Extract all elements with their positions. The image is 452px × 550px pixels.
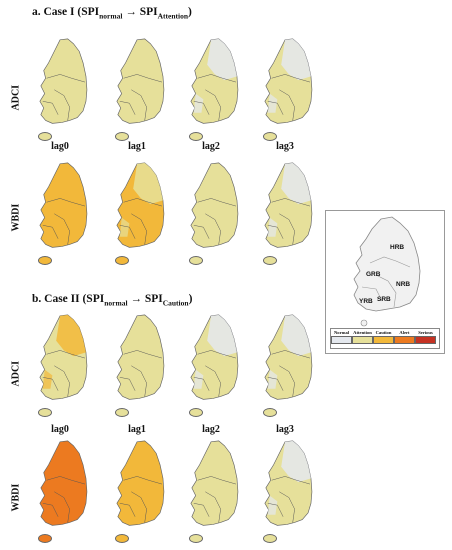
case1-wbdi-jeju-lag0 xyxy=(38,256,52,265)
case1-wbdi-map-lag2 xyxy=(190,162,239,248)
case1-wbdi-jeju-lag2 xyxy=(189,256,203,265)
legend-alert: Alert xyxy=(394,329,415,345)
case-1-title: a. Case I (SPInormal → SPIAttention) xyxy=(32,6,192,21)
case2-wbdi-map-lag2 xyxy=(190,440,239,526)
case2-wbdi-jeju-lag3 xyxy=(263,534,277,543)
case2-adci-jeju-lag0 xyxy=(38,408,52,417)
lag-label-2-0: lag0 xyxy=(51,424,69,435)
row-label-wbdi-1: WBDI xyxy=(10,203,22,232)
lag-label-2-2: lag2 xyxy=(202,424,220,435)
case2-adci-map-lag1 xyxy=(116,314,165,400)
row-label-wbdi-2: WBDI xyxy=(10,483,22,512)
case1-wbdi-map-lag3 xyxy=(264,162,313,248)
lag-label-1-0: lag0 xyxy=(51,141,69,152)
case2-adci-map-lag3 xyxy=(264,314,313,400)
basin-label-grb: GRB xyxy=(366,271,381,278)
lag-label-1-3: lag3 xyxy=(276,141,294,152)
case1-adci-jeju-lag2 xyxy=(189,132,203,141)
basin-label-nrb: NRB xyxy=(396,281,411,288)
basin-label-yrb: YRB xyxy=(359,298,373,305)
case1-adci-map-lag2 xyxy=(190,38,239,124)
legend: Normal Attention Caution Alert Serious xyxy=(331,329,436,345)
case1-wbdi-map-lag1 xyxy=(116,162,165,248)
basin-map xyxy=(353,216,421,327)
case2-wbdi-jeju-lag0 xyxy=(38,534,52,543)
legend-frame xyxy=(330,328,440,349)
row-label-adci-2: ADCI xyxy=(10,360,22,387)
case1-wbdi-jeju-lag1 xyxy=(115,256,129,265)
legend-normal: Normal xyxy=(331,329,352,345)
lag-label-2-3: lag3 xyxy=(276,424,294,435)
case2-wbdi-map-lag0 xyxy=(39,440,88,526)
lag-label-1-1: lag1 xyxy=(128,141,146,152)
case1-adci-map-lag0 xyxy=(39,38,88,124)
legend-serious: Serious xyxy=(415,329,436,345)
case-2-title: b. Case II (SPInormal → SPICaution) xyxy=(32,293,193,308)
case2-wbdi-map-lag3 xyxy=(264,440,313,526)
case1-adci-jeju-lag3 xyxy=(263,132,277,141)
case2-adci-map-lag2 xyxy=(190,314,239,400)
case1-adci-jeju-lag0 xyxy=(38,132,52,141)
case2-adci-jeju-lag2 xyxy=(189,408,203,417)
case2-wbdi-map-lag1 xyxy=(116,440,165,526)
lag-label-2-1: lag1 xyxy=(128,424,146,435)
case2-adci-jeju-lag3 xyxy=(263,408,277,417)
basin-inset: HRB GRB NRB YRB SRB Normal Attention Cau… xyxy=(325,210,445,354)
case1-adci-map-lag1 xyxy=(116,38,165,124)
lag-label-1-2: lag2 xyxy=(202,141,220,152)
case2-wbdi-jeju-lag2 xyxy=(189,534,203,543)
legend-caution: Caution xyxy=(373,329,394,345)
legend-attention: Attention xyxy=(352,329,373,345)
case1-adci-map-lag3 xyxy=(264,38,313,124)
case1-adci-jeju-lag1 xyxy=(115,132,129,141)
case2-wbdi-jeju-lag1 xyxy=(115,534,129,543)
case2-adci-jeju-lag1 xyxy=(115,408,129,417)
basin-label-hrb: HRB xyxy=(390,244,405,251)
case1-wbdi-map-lag0 xyxy=(39,162,88,248)
case1-wbdi-jeju-lag3 xyxy=(263,256,277,265)
case2-adci-map-lag0 xyxy=(39,314,88,400)
row-label-adci-1: ADCI xyxy=(10,84,22,111)
basin-label-srb: SRB xyxy=(377,296,391,303)
